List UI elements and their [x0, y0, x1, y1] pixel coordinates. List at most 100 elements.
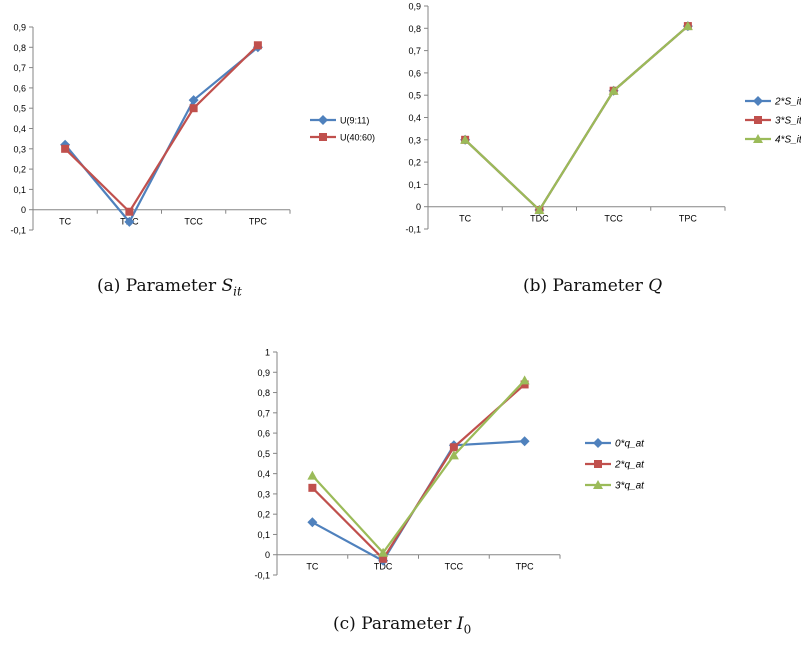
y-tick-label-c-3: 0,2	[257, 510, 270, 520]
y-tick-label-c-8: 0,7	[257, 408, 270, 418]
series-b-1	[461, 22, 692, 215]
x-tick-label-c-0: TC	[306, 562, 318, 572]
y-tick-label-a-1: 0	[21, 205, 26, 215]
caption-a-symbol: S	[221, 276, 234, 296]
caption-c-symbol: I	[456, 614, 464, 634]
legend-label-c-1: 2*q_at	[614, 460, 645, 471]
caption-b: (b) Parameter Q	[523, 276, 662, 298]
y-tick-label-b-7: 0,6	[408, 68, 421, 78]
y-tick-label-c-10: 0,9	[257, 368, 270, 378]
x-tick-label-c-3: TPC	[516, 562, 535, 572]
y-tick-label-b-8: 0,7	[408, 46, 421, 56]
x-tick-label-a-3: TPC	[249, 217, 268, 227]
legend-marker-b-2	[753, 134, 763, 143]
chart-c: -0,1 0 0,1 0,2 0,3 0,4 0,5 0,6 0,7 0,8 0,9 1 TC TDC TC…	[254, 348, 645, 581]
y-tick-label-b-5: 0,4	[408, 113, 421, 123]
data-point-b-2-0	[460, 134, 471, 144]
legend-label-b-0: 2*S_it	[774, 97, 801, 108]
y-tick-label-a-7: 0,6	[13, 83, 26, 93]
legend-marker-c-1	[594, 460, 602, 468]
data-point-c-2-2	[448, 450, 459, 460]
chart-panel-c: -0,1 0 0,1 0,2 0,3 0,4 0,5 0,6 0,7 0,8 0,9 1 TC TDC TC…	[235, 340, 675, 590]
caption-c-sub: 0	[463, 622, 472, 637]
y-tick-label-b-4: 0,3	[408, 135, 421, 145]
legend-label-b-1: 3*S_it	[775, 116, 801, 127]
series-line-c-1	[311, 383, 526, 561]
chart-a: -0,100,10,20,30,40,50,60,70,80,9TCTDCTCC…	[10, 23, 375, 236]
legend-marker-b-1	[754, 116, 762, 124]
y-tick-label-c-11: 1	[265, 348, 270, 358]
y-tick-label-b-2: 0,1	[408, 180, 421, 190]
x-tick-label-b-0: TC	[459, 214, 471, 224]
caption-b-symbol: Q	[648, 276, 663, 296]
x-tick-label-b-1: TDC	[530, 214, 549, 224]
chart-b: -0,1 0 0,1 0,2 0,3 0,4 0,5 0,6 0,7 0,8 0,9 TC TDC TCC…	[405, 2, 801, 235]
y-tick-label-a-2: 0,1	[13, 185, 26, 195]
y-tick-label-c-5: 0,4	[257, 469, 270, 479]
legend-marker-a-0	[318, 115, 328, 125]
caption-a: (a) Parameter Sit	[97, 276, 242, 298]
data-point-c-2-1	[378, 547, 389, 557]
legend-marker-a-1	[319, 133, 327, 141]
y-tick-label-c-0: -0,1	[254, 571, 270, 581]
y-tick-label-b-10: 0,9	[408, 2, 421, 12]
y-tick-label-c-9: 0,8	[257, 388, 270, 398]
y-tick-label-c-1: 0	[265, 550, 270, 560]
series-line-b-0	[464, 25, 689, 212]
series-line-b-1	[464, 25, 689, 212]
legend-label-b-2: 4*S_it	[775, 135, 801, 146]
y-tick-label-b-6: 0,5	[408, 91, 421, 101]
series-a-1	[61, 41, 262, 216]
x-tick-label-c-1: TDC	[374, 562, 393, 572]
y-tick-label-b-1: 0	[416, 202, 421, 212]
y-tick-label-a-10: 0,9	[13, 23, 26, 33]
data-point-b-2-3	[682, 21, 693, 31]
x-tick-label-b-3: TPC	[679, 214, 698, 224]
data-point-a-0-1	[124, 216, 135, 227]
x-tick-label-b-2: TCC	[604, 214, 623, 224]
data-point-c-1-3	[520, 380, 529, 389]
caption-b-prefix: (b) Parameter	[523, 276, 649, 296]
legend-label-c-2: 3*q_at	[615, 481, 645, 492]
series-line-a-1	[64, 44, 259, 214]
data-point-c-2-0	[307, 470, 318, 480]
data-point-c-2-3	[519, 375, 530, 385]
y-tick-label-b-3: 0,2	[408, 158, 421, 168]
legend-label-a-1: U(40:60)	[340, 133, 375, 143]
data-point-c-1-2	[449, 443, 458, 452]
y-tick-label-c-7: 0,6	[257, 429, 270, 439]
caption-a-sub: it	[233, 284, 242, 299]
x-tick-label-a-0: TC	[59, 217, 71, 227]
y-tick-label-a-9: 0,8	[13, 43, 26, 53]
y-tick-label-b-0: -0,1	[405, 225, 421, 235]
data-point-c-0-0	[307, 517, 318, 528]
series-line-b-2	[464, 25, 689, 212]
data-point-a-1-0	[61, 144, 70, 153]
x-tick-label-a-2: TCC	[184, 217, 203, 227]
data-point-a-1-1	[125, 207, 134, 216]
chart-panel-b: -0,1 0 0,1 0,2 0,3 0,4 0,5 0,6 0,7 0,8 0,9 TC TDC TCC…	[395, 0, 801, 250]
data-point-a-0-2	[188, 95, 199, 106]
caption-c-prefix: (c) Parameter	[333, 614, 457, 634]
y-tick-label-c-2: 0,1	[257, 530, 270, 540]
y-tick-label-c-4: 0,3	[257, 489, 270, 499]
legend-label-c-0: 0*q_at	[615, 439, 645, 450]
caption-a-prefix: (a) Parameter	[97, 276, 222, 296]
legend-marker-b-0	[753, 96, 763, 106]
data-point-b-2-2	[608, 85, 619, 95]
y-tick-label-a-6: 0,5	[13, 104, 26, 114]
legend-marker-c-2	[593, 480, 603, 489]
data-point-a-1-3	[253, 41, 262, 50]
x-tick-label-c-2: TCC	[445, 562, 464, 572]
y-tick-label-a-8: 0,7	[13, 63, 26, 73]
data-point-c-0-3	[519, 436, 530, 447]
data-point-c-1-0	[308, 483, 317, 492]
y-tick-label-a-4: 0,3	[13, 144, 26, 154]
data-point-a-1-2	[189, 104, 198, 113]
series-line-c-2	[311, 379, 526, 555]
y-tick-label-b-9: 0,8	[408, 24, 421, 34]
legend-label-a-0: U(9:11)	[340, 116, 369, 126]
legend-marker-c-0	[593, 438, 603, 448]
data-point-b-2-1	[534, 205, 545, 215]
y-tick-label-a-3: 0,2	[13, 165, 26, 175]
